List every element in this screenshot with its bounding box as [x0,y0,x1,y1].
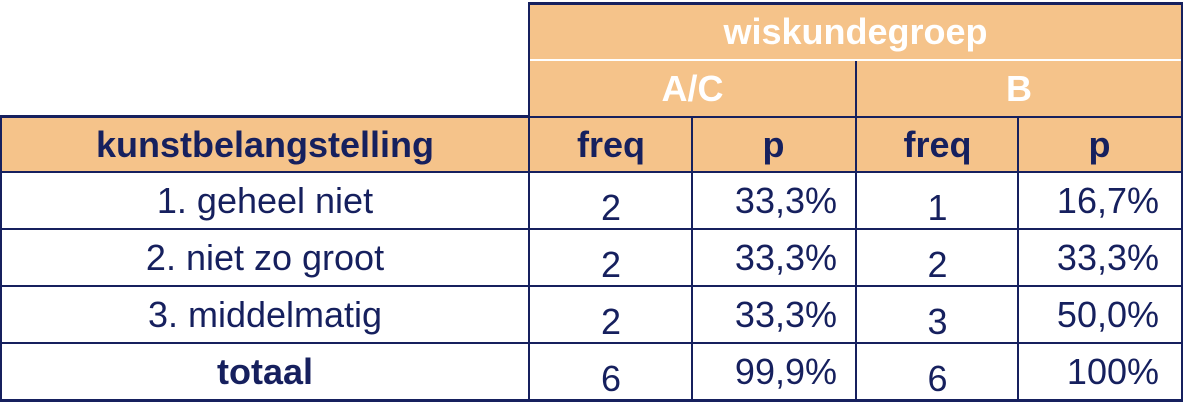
border-right [1181,2,1183,402]
cell-value: 100% [1066,350,1159,392]
cell-value: 99,9% [734,350,837,392]
table-cell: 2 [530,287,692,342]
divider-ac-freq-p [691,118,693,402]
table-cell: 33,3% [1018,230,1181,285]
divider-header-body [0,171,1183,173]
cell-value: 50,0% [1056,293,1159,335]
total-cell: 6 [530,344,692,399]
column-header-label: p [1088,123,1111,165]
cell-value: 33,3% [734,236,837,278]
table-cell: 2 [530,173,692,228]
cell-value: 2 [600,243,622,285]
total-cell: 6 [857,344,1018,399]
table-cell: 3 [857,287,1018,342]
divider-row-2 [0,285,1183,287]
row-label-text: 3. middelmatig [147,293,383,335]
table-cell: 33,3% [692,230,855,285]
column-header-label: p [762,123,785,165]
column-header-freq-ac: freq [530,118,692,171]
divider-b-freq-p [1017,118,1019,402]
column-header-freq-b: freq [857,118,1018,171]
subgroup-header-b: B [857,61,1181,116]
cell-value: 2 [600,300,622,342]
cell-value: 16,7% [1056,179,1159,221]
border-left [0,115,2,402]
total-label: totaal [2,344,528,399]
divider-row-3 [0,342,1183,344]
row-label: 3. middelmatig [2,287,528,342]
table-cell: 50,0% [1018,287,1181,342]
row-header-label: kunstbelangstelling [95,123,435,165]
column-header-p-ac: p [692,118,855,171]
cell-value: 6 [927,357,948,399]
row-label: 1. geheel niet [2,173,528,228]
cell-value: 2 [600,186,622,228]
cell-value: 6 [600,357,622,399]
cell-value: 2 [927,243,948,285]
subgroup-label-ac: A/C [661,67,724,109]
cell-value: 1 [927,186,948,228]
total-cell: 99,9% [692,344,855,399]
divider-label-col [528,2,530,402]
column-header-p-b: p [1018,118,1181,171]
table-cell: 33,3% [692,287,855,342]
table-cell: 33,3% [692,173,855,228]
subgroup-label-b: B [1006,67,1032,109]
cell-value: 33,3% [734,179,837,221]
group-header-label: wiskundegroep [723,10,988,52]
border-top [528,2,1183,5]
group-header-wiskundegroep: wiskundegroep [530,4,1181,59]
table-cell: 16,7% [1018,173,1181,228]
cell-value: 33,3% [1056,236,1159,278]
cell-value: 3 [927,300,948,342]
total-label-text: totaal [216,350,313,392]
cell-value: 33,3% [734,293,837,335]
column-header-label: freq [903,123,972,165]
border-bottom [0,399,1183,402]
border-left-header-top [0,115,530,118]
row-label-text: 1. geheel niet [156,179,374,221]
subgroup-header-ac: A/C [530,61,855,116]
table-cell: 1 [857,173,1018,228]
table-cell: 2 [530,230,692,285]
divider-group [530,59,1181,61]
row-header-kunstbelangstelling: kunstbelangstelling [2,118,528,171]
column-header-label: freq [576,123,645,165]
divider-row-1 [0,228,1183,230]
row-label-text: 2. niet zo groot [145,236,385,278]
divider-subgroups [855,61,857,402]
total-cell: 100% [1018,344,1181,399]
row-label: 2. niet zo groot [2,230,528,285]
table-cell: 2 [857,230,1018,285]
